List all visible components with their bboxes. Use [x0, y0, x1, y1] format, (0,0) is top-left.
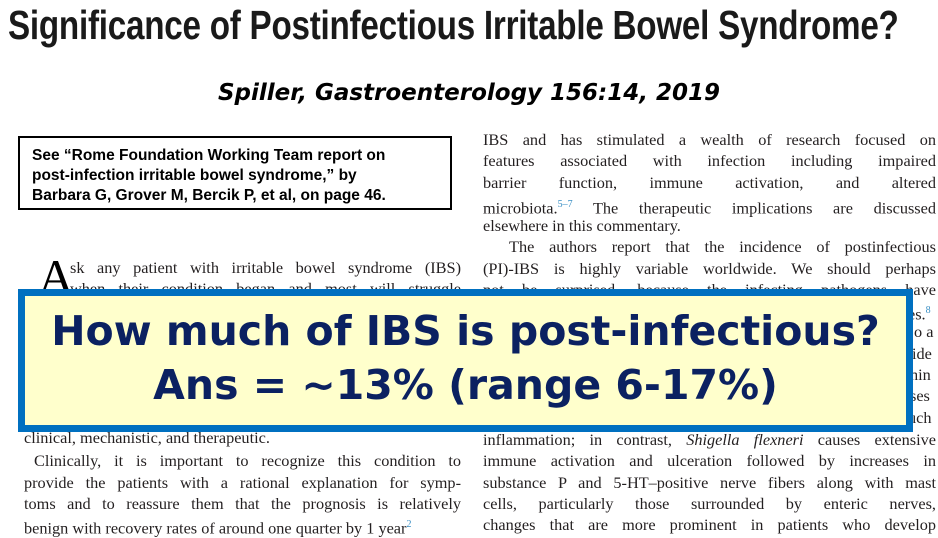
reference-link[interactable]: 5–7 — [557, 199, 573, 210]
body-line: ses — [910, 386, 930, 405]
body-line: provide the patients with a rational exp… — [24, 473, 461, 492]
body-line: substance P and 5-HT–positive nerve fibe… — [483, 473, 936, 492]
see-also-line: Barbara G, Grover M, Bercik P, et al, on… — [32, 187, 386, 204]
body-line: nin — [910, 365, 931, 384]
body-text: inflammation; in contrast, — [483, 430, 687, 449]
body-line: inflammation; in contrast, Shigella flex… — [483, 430, 936, 450]
body-line: IBS and has stimulated a wealth of resea… — [483, 130, 936, 149]
callout-question: How much of IBS is post-infectious? — [51, 307, 880, 355]
slide-title: Significance of Postinfectious Irritable… — [8, 2, 899, 48]
body-line: features associated with infection inclu… — [483, 151, 936, 170]
body-text: microbiota. — [483, 198, 558, 218]
body-line: o a — [914, 322, 934, 341]
body-line: changes that are more prominent in patie… — [483, 515, 936, 534]
citation: Spiller, Gastroenterology 156:14, 2019 — [217, 80, 721, 106]
body-line: The authors report that the incidence of… — [509, 237, 936, 256]
answer-callout: How much of IBS is post-infectious? Ans … — [18, 289, 913, 432]
body-line: benign with recovery rates of around one… — [24, 515, 461, 538]
callout-answer: Ans = ~13% (range 6-17%) — [153, 361, 778, 409]
body-line: immune activation and ulceration followe… — [483, 451, 936, 470]
reference-link[interactable]: 8 — [925, 305, 931, 316]
see-also-line: See “Rome Foundation Working Team report… — [32, 147, 386, 164]
body-text: benign with recovery rates of around one… — [24, 518, 407, 538]
body-line: toms and to reassure them that the progn… — [24, 494, 461, 513]
body-line: microbiota.5–7 The therapeutic implicati… — [483, 195, 936, 218]
body-line: clinical, mechanistic, and therapeutic. — [24, 428, 270, 447]
body-text: The therapeutic implications are discuss… — [572, 198, 936, 218]
body-line: Clinically, it is important to recognize… — [34, 451, 461, 470]
body-line: cells, particularly those surrounded by … — [483, 494, 936, 513]
body-line: ide — [912, 344, 932, 363]
see-also-line: post-infection irritable bowel syndrome,… — [32, 167, 357, 184]
body-line: sk any patient with irritable bowel synd… — [70, 258, 461, 277]
see-also-box: See “Rome Foundation Working Team report… — [18, 136, 452, 210]
body-line: barrier function, immune activation, and… — [483, 173, 936, 192]
species-name: Shigella flexneri — [686, 430, 804, 449]
reference-link[interactable]: 2 — [406, 519, 412, 530]
body-text: causes extensive — [803, 430, 936, 449]
body-line: elsewhere in this commentary. — [483, 216, 681, 235]
body-line: uch — [908, 408, 932, 427]
body-line: (PI)-IBS is highly variable worldwide. W… — [483, 259, 936, 278]
